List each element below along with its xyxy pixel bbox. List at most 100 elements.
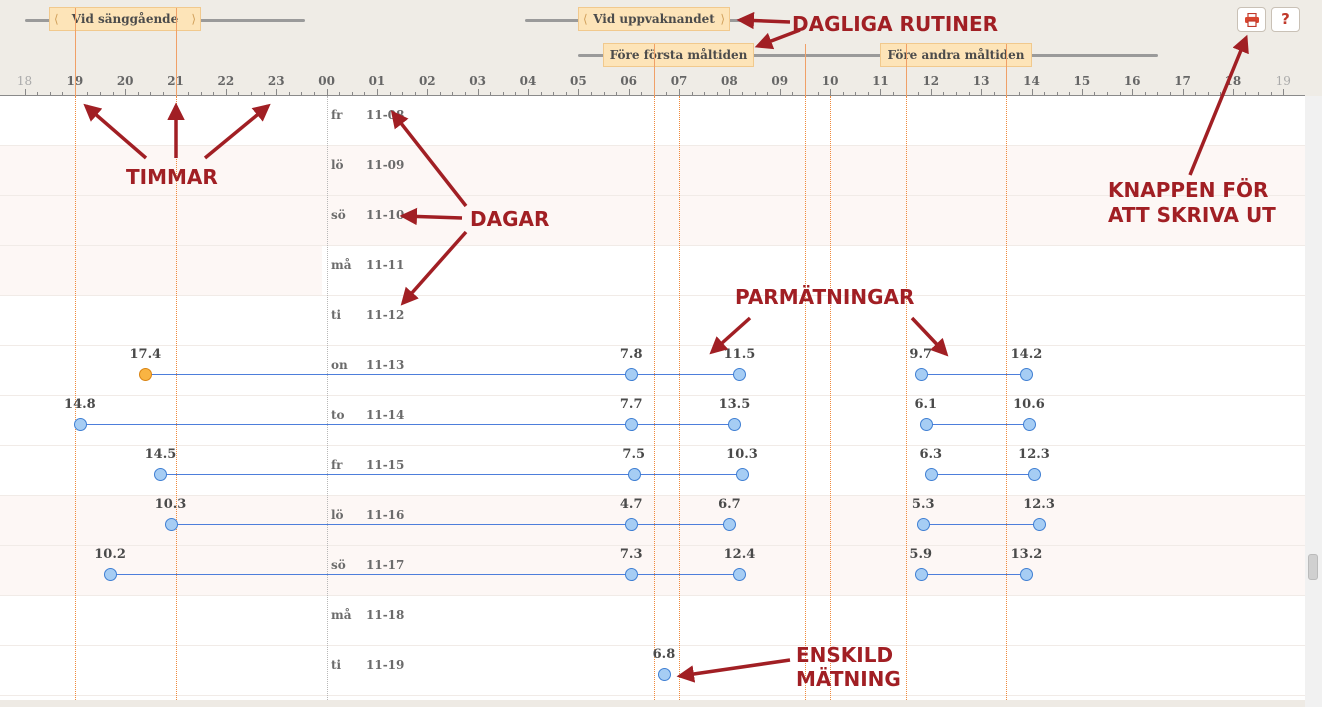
measurement-value: 10.3 xyxy=(726,447,758,462)
routine-before-first-meal[interactable]: Före första måltiden xyxy=(603,43,754,67)
day-weekday: må xyxy=(331,258,352,272)
measurement-point[interactable] xyxy=(1033,518,1047,531)
day-weekday: ti xyxy=(331,308,342,322)
vertical-scrollbar[interactable] xyxy=(1305,96,1322,707)
measurement-point[interactable] xyxy=(73,418,87,431)
routine-guide-line xyxy=(830,96,832,700)
day-row[interactable]: fr 11-15 xyxy=(0,446,1305,496)
annotation-single-1: ENSKILD xyxy=(796,643,894,667)
hour-label: 16 xyxy=(1123,74,1141,88)
chevron-left-icon[interactable]: ⟨ xyxy=(583,12,588,26)
day-row[interactable]: fr 11-08 xyxy=(0,96,1305,146)
pair-line xyxy=(110,574,632,575)
measurement-value: 14.5 xyxy=(144,447,177,462)
measurement-point[interactable] xyxy=(625,418,639,431)
axis-tick xyxy=(1069,92,1071,96)
day-row[interactable]: on 11-13 xyxy=(0,346,1305,396)
annotation-hours: TIMMAR xyxy=(126,165,218,189)
measurement-point[interactable] xyxy=(1028,468,1042,481)
axis-tick xyxy=(603,92,605,96)
axis-tick xyxy=(402,92,404,96)
measurement-value: 14.8 xyxy=(64,397,96,412)
print-button[interactable] xyxy=(1237,7,1266,32)
measurement-point[interactable] xyxy=(733,568,747,581)
axis-tick xyxy=(1182,89,1184,96)
measurement-point[interactable] xyxy=(914,568,928,581)
day-row[interactable]: må 11-11 xyxy=(0,246,1305,296)
measurement-point[interactable] xyxy=(723,518,737,531)
hour-label: 04 xyxy=(519,74,537,88)
annotation-paired: PARMÄTNINGAR xyxy=(735,285,915,309)
axis-tick xyxy=(376,89,378,96)
axis-tick xyxy=(918,92,920,96)
measurement-value: 7.3 xyxy=(619,547,643,562)
measurement-point[interactable] xyxy=(139,368,153,381)
measurement-point[interactable] xyxy=(919,418,933,431)
measurement-point[interactable] xyxy=(657,668,671,681)
axis-tick xyxy=(37,92,39,96)
axis-tick xyxy=(314,92,315,96)
day-row[interactable]: ti 11-12 xyxy=(0,296,1305,346)
routine-wakeup[interactable]: ⟨ Vid uppvaknandet ⟩ xyxy=(578,7,730,31)
day-row[interactable]: sö 11-10 xyxy=(0,196,1305,246)
measurement-point[interactable] xyxy=(625,368,639,381)
axis-tick xyxy=(565,92,567,96)
scrollbar-thumb[interactable] xyxy=(1308,554,1318,580)
measurement-value: 5.3 xyxy=(911,497,935,512)
measurement-point[interactable] xyxy=(733,368,747,381)
day-row[interactable]: ti 11-19 xyxy=(0,646,1305,696)
measurement-point[interactable] xyxy=(917,518,931,531)
chevron-right-icon[interactable]: ⟩ xyxy=(720,12,725,26)
day-row[interactable]: to 11-14 xyxy=(0,396,1305,446)
axis-tick xyxy=(968,92,970,96)
hour-label: 07 xyxy=(670,74,688,88)
measurement-point[interactable] xyxy=(1020,368,1034,381)
chevron-right-icon[interactable]: ⟩ xyxy=(191,12,196,26)
routine-bedtime[interactable]: ⟨ Vid sänggående ⟩ xyxy=(49,7,201,31)
measurement-point[interactable] xyxy=(924,468,938,481)
hour-label: 09 xyxy=(771,74,789,88)
measurement-point[interactable] xyxy=(735,468,749,481)
axis-tick xyxy=(364,92,366,96)
measurement-point[interactable] xyxy=(914,368,928,381)
chevron-left-icon[interactable]: ⟨ xyxy=(54,12,59,26)
day-date: 11-12 xyxy=(366,308,405,322)
measurement-point[interactable] xyxy=(1022,418,1036,431)
axis-tick xyxy=(1132,89,1134,96)
measurement-point[interactable] xyxy=(104,568,118,581)
day-row[interactable]: sö 11-17 xyxy=(0,546,1305,596)
axis-tick xyxy=(326,89,328,96)
axis-tick xyxy=(993,92,995,96)
measurement-point[interactable] xyxy=(164,518,178,531)
horizontal-scroll-area[interactable] xyxy=(0,700,1305,707)
pair-line xyxy=(79,424,632,425)
pair-line xyxy=(170,524,632,525)
annotation-print-1: KNAPPEN FÖR xyxy=(1108,178,1269,202)
hour-label: 08 xyxy=(721,74,738,88)
day-row[interactable]: må 11-18 xyxy=(0,596,1305,646)
routine-guide-line xyxy=(653,96,655,700)
axis-tick xyxy=(150,92,152,96)
axis-tick xyxy=(87,92,89,96)
help-button[interactable]: ? xyxy=(1271,7,1300,32)
hour-label: 03 xyxy=(469,74,486,88)
measurement-value: 7.8 xyxy=(619,347,643,362)
hour-label: 19 xyxy=(1275,74,1291,88)
day-date: 11-19 xyxy=(366,658,405,672)
hour-label: 06 xyxy=(620,74,638,88)
axis-tick xyxy=(24,89,26,96)
measurement-point[interactable] xyxy=(625,568,639,581)
measurement-point[interactable] xyxy=(625,518,639,531)
axis-tick xyxy=(200,92,202,96)
hour-label: 15 xyxy=(1073,74,1091,88)
axis-tick xyxy=(1056,92,1058,96)
day-row[interactable]: lö 11-16 xyxy=(0,496,1305,546)
measurement-point[interactable] xyxy=(1020,568,1034,581)
axis-tick xyxy=(1157,92,1159,96)
measurement-point[interactable] xyxy=(728,418,742,431)
measurement-point[interactable] xyxy=(627,468,641,481)
measurement-point[interactable] xyxy=(154,468,168,481)
routine-before-second-meal[interactable]: Före andra måltiden xyxy=(880,43,1032,67)
printer-icon xyxy=(1244,12,1259,27)
